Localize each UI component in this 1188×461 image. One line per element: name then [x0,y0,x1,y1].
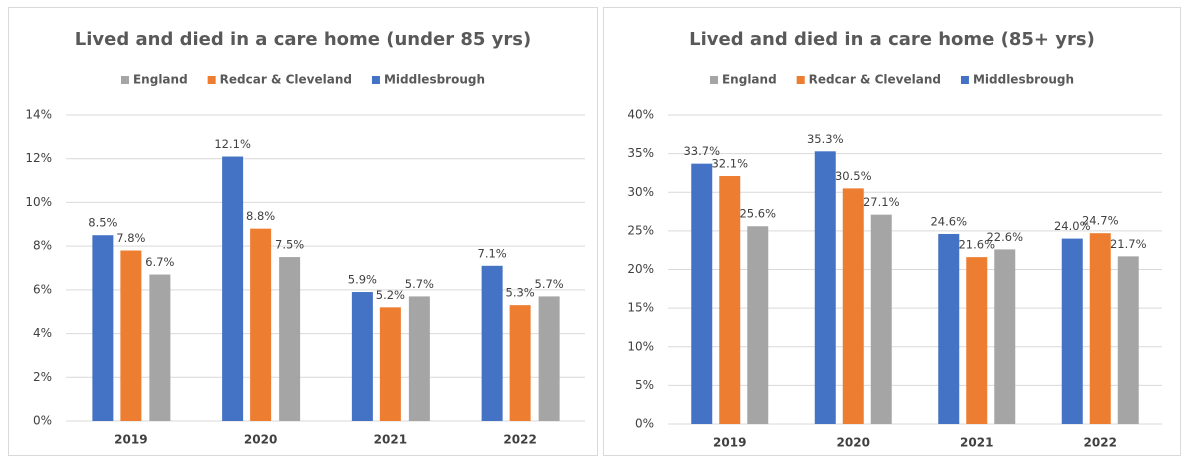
chart-title: Lived and died in a care home (under 85 … [75,29,531,50]
y-tick-label: 0% [33,414,52,428]
y-tick-label: 2% [33,370,52,384]
bar [691,163,713,425]
legend-swatch [796,76,805,84]
x-tick-label: 2021 [374,433,407,447]
x-tick-label: 2020 [837,436,870,450]
data-label: 7.5% [275,238,304,252]
bar [814,151,836,424]
bar [92,235,114,421]
y-tick-label: 10% [627,339,654,353]
y-tick-label: 10% [25,195,52,209]
legend-label: Redcar & Cleveland [220,73,352,87]
data-label: 5.7% [535,277,564,291]
data-label: 24.7% [1082,214,1119,228]
y-tick-label: 25% [627,223,654,237]
chart-title: Lived and died in a care home (85+ yrs) [689,29,1095,50]
bar [279,257,301,421]
data-label: 6.7% [145,255,174,269]
data-label: 24.6% [930,214,967,228]
y-tick-label: 40% [627,108,654,122]
data-label: 5.9% [348,273,377,287]
data-label: 25.6% [739,207,776,221]
legend-swatch [371,76,380,84]
data-label: 35.3% [807,132,844,146]
y-tick-label: 35% [627,146,654,160]
data-label: 8.5% [88,216,117,230]
bar [408,296,430,421]
data-label: 12.1% [214,137,251,151]
data-label: 33.7% [683,144,720,158]
bar [938,233,960,424]
legend-swatch [960,76,969,84]
data-label: 7.8% [116,231,145,245]
bar [149,274,171,421]
bar [351,292,373,421]
bar [1061,238,1083,424]
data-label: 7.1% [478,246,507,260]
data-label: 8.8% [246,209,275,223]
bar [842,188,864,424]
y-tick-label: 8% [33,239,52,253]
bar [120,250,142,421]
y-tick-label: 30% [627,185,654,199]
legend-label: Middlesbrough [384,73,485,87]
y-tick-label: 15% [627,301,654,315]
bar [870,214,892,424]
legend-swatch [709,76,718,84]
legend-label: Middlesbrough [973,73,1074,87]
data-label: 22.6% [986,230,1023,244]
y-tick-label: 6% [33,282,52,296]
bar [1117,256,1139,424]
y-tick-label: 20% [627,262,654,276]
x-tick-label: 2019 [713,436,746,450]
bar [379,307,401,421]
bar [481,265,503,421]
bar [538,296,560,421]
data-label: 21.7% [1110,237,1147,251]
bar [250,228,272,421]
data-label: 24.0% [1054,219,1091,233]
y-tick-label: 12% [25,151,52,165]
bar [509,305,531,421]
y-tick-label: 4% [33,326,52,340]
bar [747,226,769,424]
legend-swatch [120,76,129,84]
data-label: 32.1% [711,157,748,171]
y-tick-label: 0% [635,417,654,431]
legend-label: England [133,73,188,87]
x-tick-label: 2020 [244,433,277,447]
x-tick-label: 2022 [1084,436,1117,450]
bar [994,249,1016,424]
x-tick-label: 2021 [960,436,993,450]
x-tick-label: 2019 [114,433,147,447]
data-label: 21.6% [958,238,995,252]
bar [222,156,244,421]
y-tick-label: 14% [25,108,52,122]
legend-swatch [207,76,216,84]
bar [966,257,988,424]
data-label: 5.2% [376,288,405,302]
data-label: 30.5% [835,169,872,183]
data-label: 5.3% [506,286,535,300]
bar [719,176,741,424]
legend-label: England [722,73,777,87]
x-tick-label: 2022 [503,433,536,447]
data-label: 5.7% [405,277,434,291]
legend-label: Redcar & Cleveland [809,73,941,87]
bar [1089,233,1111,424]
y-tick-label: 5% [635,378,654,392]
data-label: 27.1% [863,195,900,209]
